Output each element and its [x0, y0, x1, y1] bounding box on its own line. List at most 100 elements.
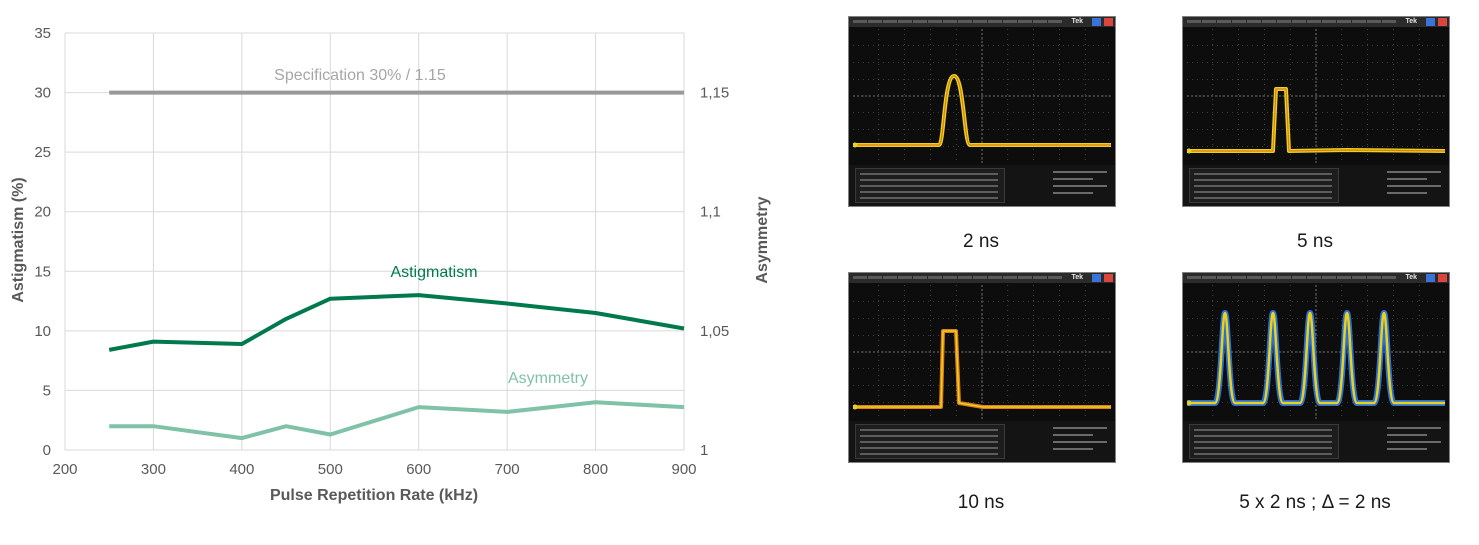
chart-series [108, 90, 685, 441]
series-label-asymmetry: Asymmetry [508, 370, 588, 387]
measurement-row [860, 173, 998, 175]
measurement-row [860, 429, 998, 431]
x-tick-label: 400 [229, 461, 254, 478]
measurement-row [860, 447, 998, 449]
scope-acquisition-info [1053, 424, 1109, 454]
y-tick-label-right: 1,05 [700, 323, 729, 340]
y-tick-label-left: 20 [34, 204, 51, 221]
measurement-row [1194, 453, 1332, 455]
astigmatism-line [108, 293, 685, 352]
scope-menu-item [1352, 20, 1366, 23]
scope-menu-item [1048, 276, 1062, 279]
series-label-specification: Specification 30% / 1.15 [274, 67, 446, 84]
asymmetry-line [109, 400, 685, 441]
scope-menu-item [1003, 276, 1017, 279]
scope-logo: Tek [1405, 274, 1417, 281]
scope-menu-item [1187, 20, 1201, 23]
y-tick-label-right: 1,15 [700, 85, 729, 102]
scope-menu-item [1322, 20, 1336, 23]
scope-menu-item [1382, 20, 1396, 23]
measurement-row [860, 179, 998, 181]
acquisition-row [1387, 178, 1427, 180]
measurement-row [1194, 435, 1332, 437]
x-tick-label: 600 [406, 461, 431, 478]
chart-ticks: 200 300 400 500 600 700 800 900 0 5 10 15 20 25 30 35 1 1… [34, 25, 729, 478]
acquisition-row [1387, 171, 1441, 173]
acquisition-row [1387, 185, 1441, 187]
y-tick-label-left: 0 [43, 442, 51, 459]
y-tick-label-left: 35 [34, 25, 51, 42]
scope-menu-item [1262, 20, 1276, 23]
measurement-row [1194, 447, 1332, 449]
ground-marker-icon [853, 404, 858, 410]
y-tick-label-right: 1,1 [700, 204, 721, 221]
scope-menu-item [1048, 20, 1062, 23]
measurement-row [860, 197, 998, 199]
y-tick-label-left: 10 [34, 323, 51, 340]
scope-menu-item [973, 276, 987, 279]
y-tick-label-left: 30 [34, 85, 51, 102]
acquisition-row [1387, 448, 1427, 450]
scope-acquisition-info [1387, 168, 1443, 198]
scope-waveform-10ns [853, 285, 1111, 419]
scope-menu-item [1277, 20, 1291, 23]
scope-waveform-5ns [1187, 29, 1445, 163]
scope-menu-item [1018, 20, 1032, 23]
scope-menu-item [988, 276, 1002, 279]
x-axis-title: Pulse Repetition Rate (kHz) [270, 487, 478, 504]
scope-menu-item [1307, 20, 1321, 23]
scope-trace [853, 330, 1111, 408]
acquisition-row [1387, 427, 1441, 429]
measurement-row [1194, 179, 1332, 181]
minimize-icon [1426, 18, 1435, 26]
scope-trace [1187, 88, 1445, 152]
scope-menu-item [1367, 20, 1381, 23]
scope-menu-item [973, 20, 987, 23]
scope-logo: Tek [1405, 18, 1417, 25]
scope-waveform-2ns [853, 29, 1111, 163]
acquisition-row [1053, 171, 1107, 173]
measurement-row [860, 453, 998, 455]
scope-menu-item [913, 20, 927, 23]
scope-measurement-table [855, 168, 1005, 203]
scope-menu-item [1033, 276, 1047, 279]
scope-menu-item [1247, 20, 1261, 23]
scope-acquisition-info [1387, 424, 1443, 454]
scope-logo: Tek [1071, 274, 1083, 281]
x-tick-label: 800 [583, 461, 608, 478]
y-axis-title-left: Astigmatism (%) [10, 177, 27, 302]
acquisition-row [1053, 434, 1093, 436]
caption-5ns: 5 ns [1297, 231, 1333, 252]
scope-menu-item [853, 276, 867, 279]
acquisition-row [1053, 441, 1107, 443]
y-tick-label-left: 15 [34, 263, 51, 280]
close-icon [1438, 18, 1447, 26]
scope-menu-item [988, 20, 1002, 23]
close-icon [1104, 18, 1113, 26]
measurement-row [1194, 429, 1332, 431]
measurement-row [860, 191, 998, 193]
acquisition-row [1053, 185, 1107, 187]
scope-menubar [849, 273, 1115, 283]
ground-marker-icon [1187, 400, 1192, 406]
y-tick-label-left: 25 [34, 144, 51, 161]
measurement-row [1194, 191, 1332, 193]
scope-trace [1187, 311, 1445, 405]
scope-menu-item [943, 20, 957, 23]
measurement-row [860, 441, 998, 443]
scope-menu-item [1247, 276, 1261, 279]
scope-menu-item [1187, 276, 1201, 279]
scope-menu-item [1202, 276, 1216, 279]
scope-menu-item [928, 20, 942, 23]
scope-menu-item [1337, 276, 1351, 279]
scope-waveform-burst [1187, 285, 1445, 419]
scope-menu-item [898, 276, 912, 279]
ground-marker-icon [853, 142, 858, 148]
scope-menu-item [853, 20, 867, 23]
scope-menubar [1183, 273, 1449, 283]
caption-2ns: 2 ns [963, 231, 999, 252]
scope-menu-item [1292, 20, 1306, 23]
x-tick-label: 300 [141, 461, 166, 478]
scope-menu-item [1307, 276, 1321, 279]
minimize-icon [1092, 274, 1101, 282]
